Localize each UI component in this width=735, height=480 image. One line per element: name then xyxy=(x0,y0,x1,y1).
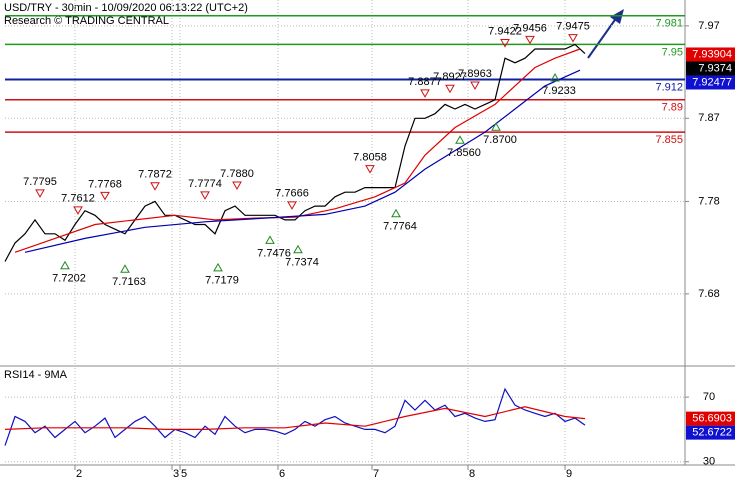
pivot-high-marker xyxy=(445,84,455,94)
pivot-high-label: 7.9456 xyxy=(513,22,547,34)
pivot-high-marker xyxy=(470,81,480,90)
rsi-title: RSI14 - 9MA xyxy=(4,369,68,381)
pivot-high-marker xyxy=(150,182,160,191)
pivot-high-marker xyxy=(35,189,45,198)
level-label: 7.981 xyxy=(655,18,683,30)
pivot-high-marker xyxy=(232,181,242,191)
pivot-low-marker xyxy=(60,260,70,270)
y-tick-label: 7.68 xyxy=(698,288,719,300)
pivot-high-label: 7.8963 xyxy=(458,68,492,80)
pivot-high-marker xyxy=(200,191,210,200)
pivot-high-marker xyxy=(568,34,578,43)
pivot-high-label: 7.8927 xyxy=(433,71,467,83)
pivot-low-label: 7.7202 xyxy=(52,273,86,285)
pivot-high-label: 7.8877 xyxy=(408,76,442,88)
pivot-low-marker xyxy=(265,235,275,244)
level-label: 7.912 xyxy=(655,81,683,93)
pivot-high-label: 7.7795 xyxy=(23,176,57,188)
x-tick-label: 8 xyxy=(469,468,475,480)
pivot-low-label: 7.9233 xyxy=(542,85,576,97)
pivot-low-marker xyxy=(120,264,130,273)
x-tick-label: 7 xyxy=(373,468,379,480)
pivot-low-label: 7.8700 xyxy=(483,134,517,146)
value-badge-label: 7.92477 xyxy=(692,76,732,88)
pivot-low-label: 7.7764 xyxy=(383,221,417,233)
pivot-high-label: 7.7880 xyxy=(220,168,254,180)
pivot-high-marker xyxy=(100,191,110,201)
pivot-low-marker xyxy=(455,135,465,144)
y-tick-label: 7.87 xyxy=(698,112,719,124)
pivot-low-marker xyxy=(293,244,303,254)
series-line xyxy=(14,48,581,253)
pivot-high-marker xyxy=(500,39,510,48)
pivot-high-marker xyxy=(420,89,430,98)
pivot-low-label: 7.7163 xyxy=(112,276,146,288)
pivot-high-label: 7.7612 xyxy=(61,193,95,205)
pivot-high-label: 7.7666 xyxy=(275,188,309,200)
value-badge xyxy=(686,425,735,440)
series-line xyxy=(4,406,586,430)
level-label: 7.95 xyxy=(662,46,683,58)
value-badge xyxy=(686,411,735,426)
pivot-high-label: 7.9422 xyxy=(488,25,522,37)
value-badge-label: 56.6903 xyxy=(692,413,732,425)
forecast-arrowhead xyxy=(610,9,624,24)
value-badge-label: 52.6722 xyxy=(692,427,732,439)
x-tick-label: 6 xyxy=(279,468,285,480)
forecast-arrow xyxy=(587,16,618,59)
pivot-low-marker xyxy=(491,122,501,131)
y-tick-label: 7.78 xyxy=(698,195,719,207)
x-tick-label: 2 xyxy=(76,468,82,480)
pivot-low-label: 7.8560 xyxy=(447,147,481,159)
pivot-high-marker xyxy=(287,201,297,210)
pivot-high-label: 7.7768 xyxy=(88,178,122,190)
pivot-low-marker xyxy=(550,73,560,82)
level-label: 7.855 xyxy=(655,134,683,146)
series-line xyxy=(24,69,581,253)
pivot-high-label: 7.7774 xyxy=(188,178,222,190)
y-tick-label: 30 xyxy=(703,456,715,468)
x-tick-label: 9 xyxy=(566,468,572,480)
x-tick-label: 3 xyxy=(173,468,179,480)
pivot-low-label: 7.7179 xyxy=(205,275,239,287)
y-tick-label: 7.97 xyxy=(698,20,719,32)
pivot-high-label: 7.8058 xyxy=(353,152,387,164)
chart-title: USD/TRY - 30min - 10/09/2020 06:13:22 (U… xyxy=(4,2,248,14)
x-tick-label: 5 xyxy=(181,468,187,480)
pivot-high-marker xyxy=(73,206,83,215)
series-line xyxy=(4,387,586,446)
pivot-low-label: 7.7476 xyxy=(257,247,291,259)
chart-subtitle: Research © TRADING CENTRAL xyxy=(4,15,169,27)
value-badge xyxy=(686,75,735,90)
value-badge xyxy=(686,61,735,76)
pivot-low-marker xyxy=(213,262,223,272)
pivot-high-marker xyxy=(525,35,535,45)
level-label: 7.89 xyxy=(662,102,683,114)
pivot-low-marker xyxy=(391,208,401,218)
value-badge xyxy=(686,47,735,62)
value-badge-label: 7.9374 xyxy=(698,62,732,74)
pivot-high-label: 7.7872 xyxy=(138,169,172,181)
pivot-high-label: 7.9475 xyxy=(556,21,590,33)
value-badge-label: 7.93904 xyxy=(692,48,732,60)
y-tick-label: 70 xyxy=(703,391,715,403)
pivot-low-label: 7.7374 xyxy=(285,257,319,269)
pivot-high-marker xyxy=(365,165,375,174)
series-line xyxy=(4,43,586,262)
